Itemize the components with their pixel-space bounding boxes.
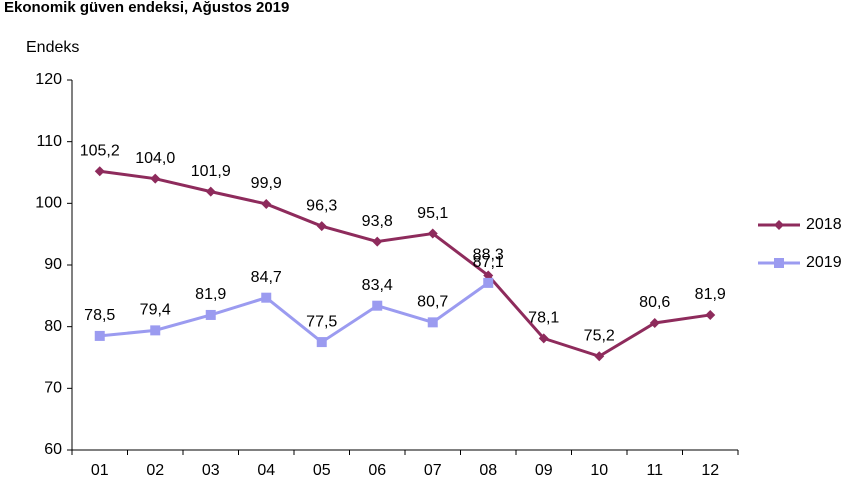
- legend-label: 2018: [806, 216, 842, 233]
- data-label: 87,1: [473, 254, 504, 271]
- x-tick-label: 10: [590, 462, 608, 479]
- data-label: 81,9: [195, 286, 226, 303]
- x-tick-label: 12: [701, 462, 719, 479]
- data-label: 80,6: [639, 294, 670, 311]
- marker: [205, 186, 216, 197]
- x-tick-label: 09: [535, 462, 553, 479]
- marker: [705, 309, 716, 320]
- y-axis-label: Endeks: [26, 39, 79, 56]
- marker: [205, 309, 216, 320]
- data-label: 99,9: [251, 175, 282, 192]
- marker: [261, 292, 272, 303]
- y-tick-label: 60: [44, 441, 62, 458]
- data-label: 77,5: [306, 313, 337, 330]
- marker: [594, 351, 605, 362]
- y-tick-label: 80: [44, 318, 62, 335]
- marker: [94, 330, 105, 341]
- marker: [774, 258, 784, 268]
- marker: [94, 166, 105, 177]
- marker: [649, 317, 660, 328]
- y-tick-label: 120: [35, 71, 62, 88]
- legend-label: 2019: [806, 254, 842, 271]
- data-label: 96,3: [306, 197, 337, 214]
- marker: [427, 317, 438, 328]
- marker: [150, 325, 161, 336]
- y-tick-label: 110: [36, 133, 62, 150]
- data-label: 101,9: [191, 163, 231, 180]
- y-tick-label: 70: [44, 380, 62, 397]
- x-tick-label: 04: [257, 462, 275, 479]
- marker: [538, 333, 549, 344]
- marker: [427, 228, 438, 239]
- x-tick-label: 03: [202, 462, 220, 479]
- marker: [774, 220, 784, 230]
- y-tick-label: 90: [44, 256, 62, 273]
- x-tick-label: 07: [424, 462, 442, 479]
- data-label: 80,7: [417, 294, 448, 311]
- data-label: 93,8: [362, 213, 393, 230]
- chart-title: Ekonomik güven endeksi, Ağustos 2019: [4, 0, 289, 16]
- marker: [372, 236, 383, 247]
- x-tick-label: 02: [146, 462, 164, 479]
- marker: [372, 300, 383, 311]
- marker: [316, 337, 327, 348]
- x-tick-label: 11: [646, 462, 663, 479]
- data-label: 81,9: [695, 286, 726, 303]
- data-label: 78,5: [84, 307, 115, 324]
- data-label: 88,3: [473, 247, 504, 264]
- marker: [150, 173, 161, 184]
- marker: [316, 221, 327, 232]
- data-label: 78,1: [528, 310, 559, 327]
- data-label: 105,2: [80, 142, 120, 159]
- x-tick-label: 08: [479, 462, 497, 479]
- series-line: [99, 169, 711, 358]
- marker: [483, 277, 494, 288]
- x-tick-label: 05: [313, 462, 331, 479]
- data-label: 104,0: [135, 150, 175, 167]
- y-tick-label: 100: [35, 195, 62, 212]
- series-line: [99, 281, 490, 344]
- data-label: 95,1: [417, 205, 448, 222]
- data-label: 75,2: [584, 327, 615, 344]
- x-tick-label: 01: [91, 462, 109, 479]
- marker: [261, 198, 272, 209]
- x-tick-label: 06: [368, 462, 386, 479]
- data-label: 79,4: [140, 302, 171, 319]
- data-label: 83,4: [362, 277, 393, 294]
- data-label: 84,7: [251, 269, 282, 286]
